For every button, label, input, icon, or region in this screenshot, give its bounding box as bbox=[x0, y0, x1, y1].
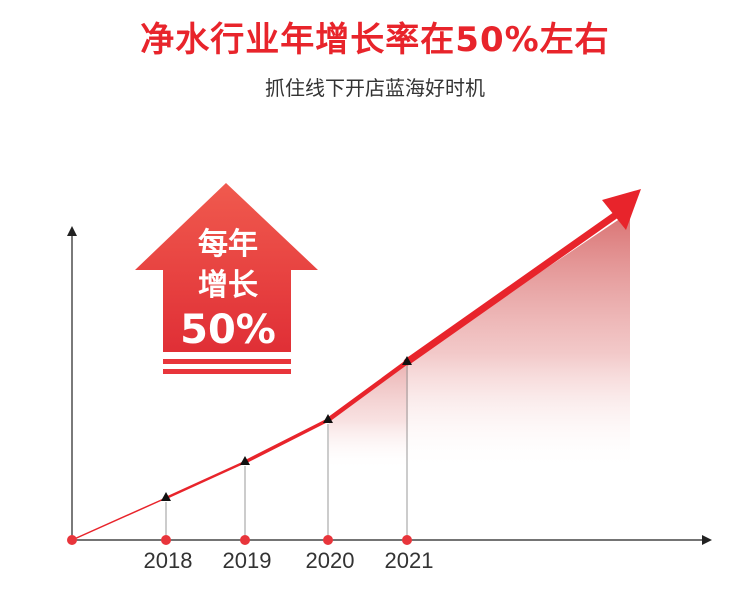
x-axis-arrow bbox=[702, 535, 712, 545]
growth-line-segment bbox=[71, 497, 167, 541]
axis-dot bbox=[161, 535, 171, 545]
point-marker bbox=[323, 414, 333, 423]
badge-line1: 每年 bbox=[198, 227, 258, 262]
point-marker bbox=[402, 356, 412, 365]
axes bbox=[67, 226, 712, 545]
axis-dot bbox=[402, 535, 412, 545]
growth-line-segment bbox=[403, 208, 624, 366]
page-title: 净水行业年增长率在50%左右 bbox=[140, 20, 610, 60]
axis-dot bbox=[240, 535, 250, 545]
y-axis-arrow bbox=[67, 226, 77, 236]
x-tick-label: 2021 bbox=[385, 548, 434, 573]
x-tick-label: 2019 bbox=[223, 548, 272, 573]
growth-line-segment bbox=[243, 418, 330, 464]
badge-arrow-shape bbox=[135, 183, 318, 352]
page-subtitle: 抓住线下开店蓝海好时机 bbox=[265, 76, 485, 100]
x-tick-label: 2020 bbox=[306, 548, 355, 573]
growth-area bbox=[408, 212, 630, 470]
data-point-2019: 2019 bbox=[223, 456, 272, 573]
growth-arrowhead bbox=[602, 189, 641, 230]
growth-line bbox=[71, 208, 624, 541]
growth-line-segment bbox=[164, 460, 247, 500]
growth-badge: 每年 增长 50% bbox=[135, 183, 318, 374]
point-marker bbox=[161, 492, 171, 501]
growth-area-lower bbox=[329, 361, 408, 470]
axis-dot bbox=[323, 535, 333, 545]
data-point-2021: 2021 bbox=[385, 356, 434, 573]
data-point-2018: 2018 bbox=[144, 492, 193, 573]
x-tick-label: 2018 bbox=[144, 548, 193, 573]
badge-stripe bbox=[163, 359, 291, 364]
badge-stripe bbox=[163, 369, 291, 374]
origin-dot bbox=[67, 535, 77, 545]
point-marker bbox=[240, 456, 250, 465]
badge-line2: 增长 bbox=[198, 268, 258, 303]
data-point-2020: 2020 bbox=[306, 414, 355, 573]
growth-line-segment bbox=[325, 359, 410, 423]
badge-line3: 50% bbox=[180, 307, 276, 353]
